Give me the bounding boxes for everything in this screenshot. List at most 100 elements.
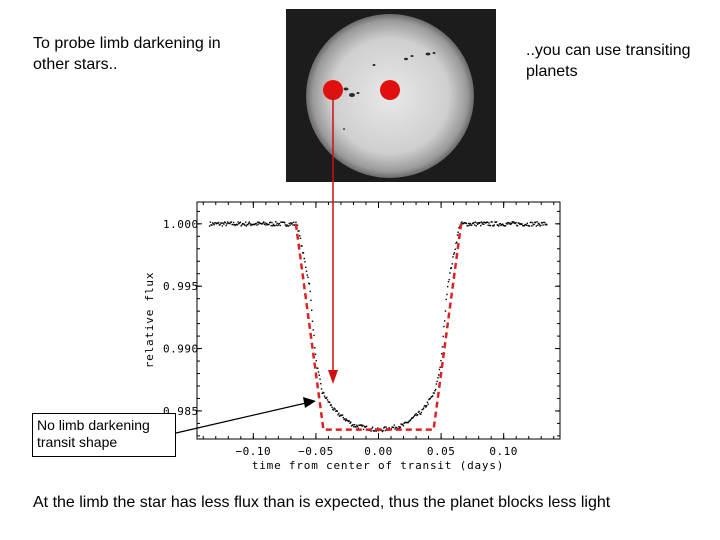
- data-point: [332, 408, 334, 411]
- data-point: [278, 223, 280, 225]
- data-point: [393, 424, 396, 426]
- intro-left-text: To probe limb darkening in other stars..: [33, 35, 221, 73]
- data-point: [527, 224, 529, 227]
- data-point: [348, 420, 351, 422]
- data-point: [293, 221, 295, 223]
- data-point: [287, 225, 289, 227]
- data-point: [422, 408, 424, 411]
- data-point: [336, 410, 338, 412]
- data-point: [431, 395, 434, 397]
- data-point: [352, 424, 354, 426]
- data-point: [287, 225, 290, 227]
- data-point: [257, 223, 260, 225]
- data-point: [311, 309, 313, 311]
- data-point: [489, 224, 492, 227]
- data-point: [226, 223, 228, 225]
- data-point: [349, 422, 351, 425]
- data-point: [432, 392, 435, 394]
- data-point: [474, 221, 477, 223]
- data-point: [270, 224, 272, 227]
- data-point: [430, 396, 432, 398]
- data-point: [496, 224, 498, 226]
- data-point: [241, 224, 243, 226]
- data-point: [508, 223, 510, 225]
- data-point: [463, 222, 465, 224]
- data-point: [321, 392, 323, 395]
- data-point: [392, 426, 395, 429]
- data-point: [341, 414, 343, 416]
- data-point: [531, 225, 533, 227]
- data-point: [238, 222, 241, 224]
- data-point: [442, 335, 444, 338]
- data-point: [510, 222, 513, 225]
- data-point: [446, 285, 449, 288]
- data-point: [259, 222, 262, 225]
- data-point: [456, 241, 458, 243]
- data-point: [477, 221, 480, 224]
- data-point: [434, 389, 436, 392]
- planet-marker-center: [380, 80, 400, 100]
- callout-arrow: [175, 397, 316, 434]
- data-point: [212, 223, 215, 225]
- data-point: [314, 353, 317, 356]
- data-point: [362, 424, 364, 426]
- data-point: [407, 421, 410, 423]
- data-point: [435, 383, 438, 385]
- data-point: [540, 224, 542, 227]
- data-point: [394, 428, 396, 430]
- data-point: [544, 224, 547, 226]
- data-point: [246, 223, 248, 226]
- data-point: [228, 222, 230, 225]
- data-point: [358, 424, 360, 426]
- data-point: [293, 224, 296, 226]
- data-point: [407, 422, 409, 424]
- data-point: [222, 222, 224, 224]
- data-point: [342, 416, 345, 419]
- data-point: [374, 430, 376, 432]
- data-point: [308, 283, 311, 285]
- data-point: [295, 221, 297, 223]
- data-point: [514, 222, 516, 225]
- data-point: [451, 263, 453, 265]
- data-point: [265, 224, 267, 226]
- data-point: [365, 425, 368, 427]
- data-point: [326, 396, 328, 399]
- data-point: [493, 224, 495, 226]
- data-point: [254, 223, 257, 225]
- data-point: [335, 410, 337, 412]
- data-point: [461, 221, 463, 223]
- data-point: [333, 407, 335, 409]
- data-point: [466, 224, 468, 227]
- data-point: [498, 225, 500, 227]
- data-point: [482, 221, 484, 224]
- data-point: [497, 224, 499, 226]
- data-point: [371, 426, 374, 428]
- data-point: [534, 221, 537, 224]
- data-point: [512, 222, 514, 224]
- data-point: [332, 409, 335, 411]
- data-point: [350, 421, 352, 423]
- data-point: [440, 359, 442, 362]
- data-point: [528, 225, 530, 227]
- data-point: [528, 225, 531, 227]
- data-point: [495, 221, 498, 223]
- data-point: [519, 223, 522, 225]
- data-point: [425, 406, 427, 408]
- data-point: [220, 222, 222, 224]
- data-point: [454, 248, 456, 251]
- data-point: [225, 224, 227, 227]
- data-point: [280, 221, 282, 223]
- x-tick-label: 0.05: [427, 445, 456, 458]
- data-point: [286, 224, 288, 226]
- data-point: [258, 221, 260, 224]
- data-point: [465, 222, 467, 224]
- data-point: [411, 417, 414, 419]
- data-point: [510, 223, 512, 226]
- data-point: [375, 430, 378, 432]
- data-point: [299, 237, 302, 240]
- x-tick-label: −0.10: [236, 445, 272, 458]
- data-point: [251, 224, 254, 226]
- data-point: [417, 411, 420, 413]
- data-point: [232, 223, 234, 226]
- data-point: [483, 221, 486, 224]
